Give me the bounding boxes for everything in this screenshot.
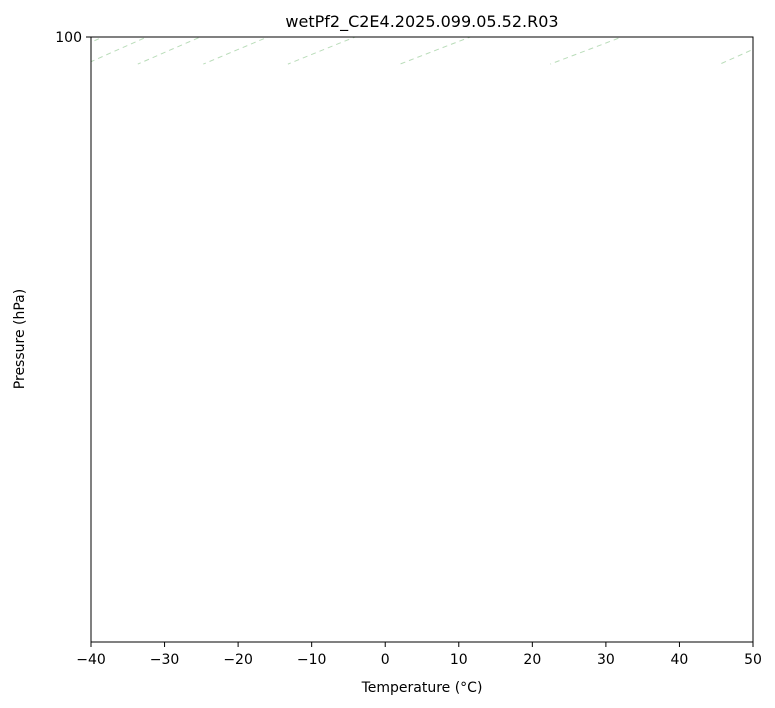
y-tick-label: 100 [55,30,82,46]
plot-frame [90,36,754,643]
moist-adiabat [91,37,148,63]
dry-adiabat [630,37,632,38]
isotherm-line [622,37,624,38]
moist-adiabat [0,0,775,64]
moist-adiabats [0,0,775,65]
axes: −40−30−20−100102030405010020030040050060… [55,30,762,668]
moist-adiabat [399,37,472,65]
x-tick-label: −30 [150,652,180,668]
x-axis-label: Temperature (°C) [361,680,483,696]
x-tick-label: −10 [297,652,327,668]
dry-adiabat [668,37,670,38]
moist-adiabat [203,37,270,65]
isotherm-line [548,37,550,38]
x-tick-label: 10 [450,652,468,668]
plot-area: -100-90-80-70-60-50-40-30-20-100.10.20.4… [0,0,775,65]
moist-adiabat [91,37,104,43]
isotherm-line [770,0,775,37]
moist-adiabat [7,0,775,64]
x-tick-label: 20 [523,652,541,668]
dry-adiabat [706,37,708,38]
moist-adiabat [0,0,775,64]
moist-adiabat [0,0,775,64]
x-tick-label: 50 [744,652,762,668]
dry-adiabat [554,37,556,38]
moist-adiabat [719,48,753,65]
x-tick-label: −40 [76,652,106,668]
x-tick-label: −20 [223,652,253,668]
x-tick-label: 40 [671,652,689,668]
x-tick-label: 0 [381,652,390,668]
isotherm-label: -100 [253,10,282,39]
moist-adiabat [137,37,202,65]
moist-adiabat [287,37,357,65]
x-tick-label: 30 [597,652,615,668]
isotherm-line [696,37,697,38]
dry-adiabat [592,37,594,38]
chart-title: wetPf2_C2E4.2025.099.05.52.R03 [285,12,558,32]
y-axis-label: Pressure (hPa) [12,289,28,389]
moist-adiabat [0,0,775,64]
